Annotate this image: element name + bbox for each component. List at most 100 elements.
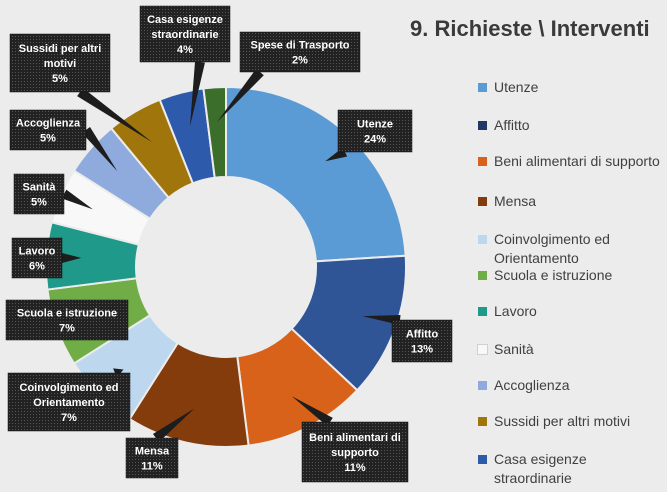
legend-item: Lavoro xyxy=(478,302,664,321)
callout-text: 11% xyxy=(141,461,163,473)
callout-box xyxy=(391,319,453,363)
callout-box xyxy=(139,5,231,63)
callout-labels: Utenze 24% Affitto 13% Beni alimentari di sup… xyxy=(5,5,453,483)
callout-2: Affitto 13% xyxy=(391,319,453,363)
callout-text: 7% xyxy=(61,412,77,424)
callout-11: Casa esigenze straordinarie 4% xyxy=(139,5,231,63)
legend-label: Accoglienza xyxy=(494,377,570,393)
callout-box xyxy=(125,437,179,479)
callout-text: Lavoro xyxy=(19,246,56,258)
callout-text: motivi xyxy=(44,58,76,70)
callout-text: Orientamento xyxy=(33,397,105,409)
callout-text: Casa esigenze xyxy=(147,14,223,26)
callout-pointer xyxy=(61,189,93,210)
callout-text: Accoglienza xyxy=(16,118,81,130)
callout-text: supporto xyxy=(331,447,379,459)
slice-1 xyxy=(225,85,407,263)
callout-text: 11% xyxy=(344,462,366,474)
callout-text: 5% xyxy=(31,197,47,209)
legend-item: Affitto xyxy=(478,116,664,135)
chart-title: 9. Richieste \ Interventi xyxy=(410,16,650,41)
callout-pointer xyxy=(291,396,333,427)
callout-leaders xyxy=(61,61,401,442)
callout-text: Spese di Trasporto xyxy=(250,40,349,52)
callout-text: 13% xyxy=(411,344,433,356)
legend-label: Sanità xyxy=(494,341,534,357)
legend-item: Sussidi per altri motivi xyxy=(478,412,664,431)
legend-item: Scuola e istruzione xyxy=(478,266,664,285)
legend-item: Accoglienza xyxy=(478,376,664,395)
callout-8: Sanità 5% xyxy=(13,173,65,215)
legend-label: Lavoro xyxy=(494,303,537,319)
legend-swatch xyxy=(478,197,487,206)
callout-6: Scuola e istruzione 7% xyxy=(5,299,129,341)
legend-swatch xyxy=(477,344,488,355)
legend-item: Beni alimentari di supporto xyxy=(478,152,664,171)
callout-pointer xyxy=(216,68,264,123)
callout-pointer xyxy=(152,408,195,442)
legend-swatch xyxy=(478,235,487,244)
callout-4: Mensa 11% xyxy=(125,437,179,479)
callout-text: 24% xyxy=(364,134,386,146)
legend-swatch xyxy=(478,455,487,464)
slice-12 xyxy=(202,85,227,179)
legend-item: Mensa xyxy=(478,192,664,211)
legend-label: Beni alimentari di supporto xyxy=(494,153,660,169)
callout-text: straordinarie xyxy=(151,29,218,41)
callout-text: Scuola e istruzione xyxy=(17,308,117,320)
callout-box xyxy=(13,173,65,215)
callout-pointer xyxy=(77,87,153,143)
callout-text: 4% xyxy=(177,44,193,56)
callout-text: 5% xyxy=(40,133,56,145)
legend-label: Coinvolgimento ed Orientamento xyxy=(494,231,610,266)
callout-box xyxy=(9,33,111,93)
callout-12: Spese di Trasporto 2% xyxy=(239,31,361,73)
callout-text: Sanità xyxy=(22,182,56,194)
callout-3: Beni alimentari di supporto 11% xyxy=(301,421,409,483)
callout-7: Lavoro 6% xyxy=(11,237,63,279)
callout-box xyxy=(239,31,361,73)
legend-item: Casa esigenze straordinarie xyxy=(478,450,664,488)
callout-box xyxy=(7,372,131,432)
callout-text: 5% xyxy=(52,73,68,85)
legend-item: Utenze xyxy=(478,78,664,97)
callout-box xyxy=(301,421,409,483)
legend-label: Affitto xyxy=(494,117,530,133)
callout-9: Accoglienza 5% xyxy=(9,109,87,151)
legend-item: Sanità xyxy=(477,340,664,359)
callout-text: 7% xyxy=(59,323,75,335)
donut-slices xyxy=(45,85,407,448)
callout-text: Mensa xyxy=(135,446,170,458)
legend-label: Scuola e istruzione xyxy=(494,267,613,283)
callout-text: Sussidi per altri xyxy=(19,43,102,55)
callout-text: Affitto xyxy=(406,329,439,341)
legend-swatch xyxy=(478,417,487,426)
callout-box xyxy=(9,109,87,151)
callout-10: Sussidi per altri motivi 5% xyxy=(9,33,111,93)
callout-text: Beni alimentari di xyxy=(309,432,401,444)
legend-swatch xyxy=(478,307,487,316)
callout-pointer xyxy=(189,61,205,127)
legend-swatch xyxy=(478,271,487,280)
callout-5: Coinvolgimento ed Orientamento 7% xyxy=(7,372,131,432)
legend-swatch xyxy=(478,121,487,130)
callout-box xyxy=(337,109,413,153)
callout-text: 6% xyxy=(29,261,45,273)
callout-box xyxy=(11,237,63,279)
legend-swatch xyxy=(478,83,487,92)
callout-text: Coinvolgimento ed xyxy=(20,382,119,394)
callout-text: 2% xyxy=(292,55,308,67)
callout-pointer xyxy=(362,315,401,325)
legend-label: Sussidi per altri motivi xyxy=(494,413,631,429)
legend-item: Coinvolgimento ed Orientamento xyxy=(478,230,664,268)
callout-text: Utenze xyxy=(357,119,393,131)
callout-1: Utenze 24% xyxy=(337,109,413,153)
legend-swatch xyxy=(478,157,487,166)
legend-swatch xyxy=(478,381,487,390)
callout-pointer xyxy=(82,126,118,172)
callout-pointer xyxy=(61,253,82,263)
legend-label: Mensa xyxy=(494,193,537,209)
legend-label: Utenze xyxy=(494,79,539,95)
